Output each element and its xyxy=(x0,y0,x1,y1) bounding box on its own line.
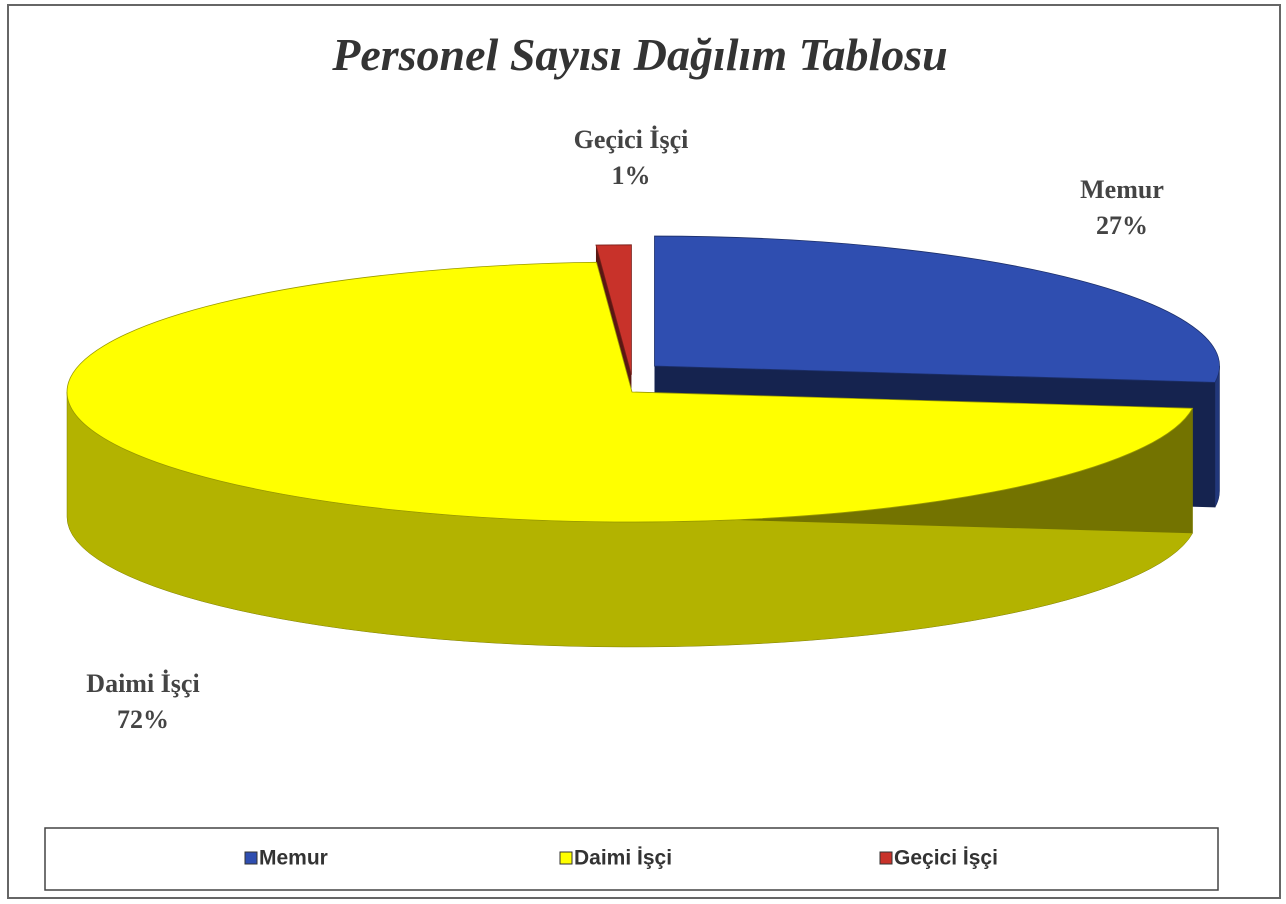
slice-top xyxy=(654,235,1220,383)
chart-title: Personel Sayısı Dağılım Tablosu xyxy=(331,29,948,80)
slice-top xyxy=(66,261,1194,523)
data-label-value: 27% xyxy=(1096,211,1148,240)
legend-label: Daimi İşçi xyxy=(574,847,672,870)
data-label-name: Daimi İşçi xyxy=(86,669,199,698)
legend-label: Memur xyxy=(259,847,328,870)
data-label-name: Geçici İşçi xyxy=(574,125,689,154)
data-label-value: 1% xyxy=(612,161,651,190)
legend xyxy=(44,827,1219,891)
legend-swatch xyxy=(244,851,258,865)
pie-slice xyxy=(66,261,1194,648)
data-label-value: 72% xyxy=(117,705,169,734)
data-label-name: Memur xyxy=(1080,175,1164,204)
legend-swatch xyxy=(879,851,893,865)
legend-label: Geçici İşçi xyxy=(894,847,998,870)
legend-swatch xyxy=(559,851,573,865)
slice-wall xyxy=(1214,366,1220,508)
slice-top xyxy=(595,244,632,375)
